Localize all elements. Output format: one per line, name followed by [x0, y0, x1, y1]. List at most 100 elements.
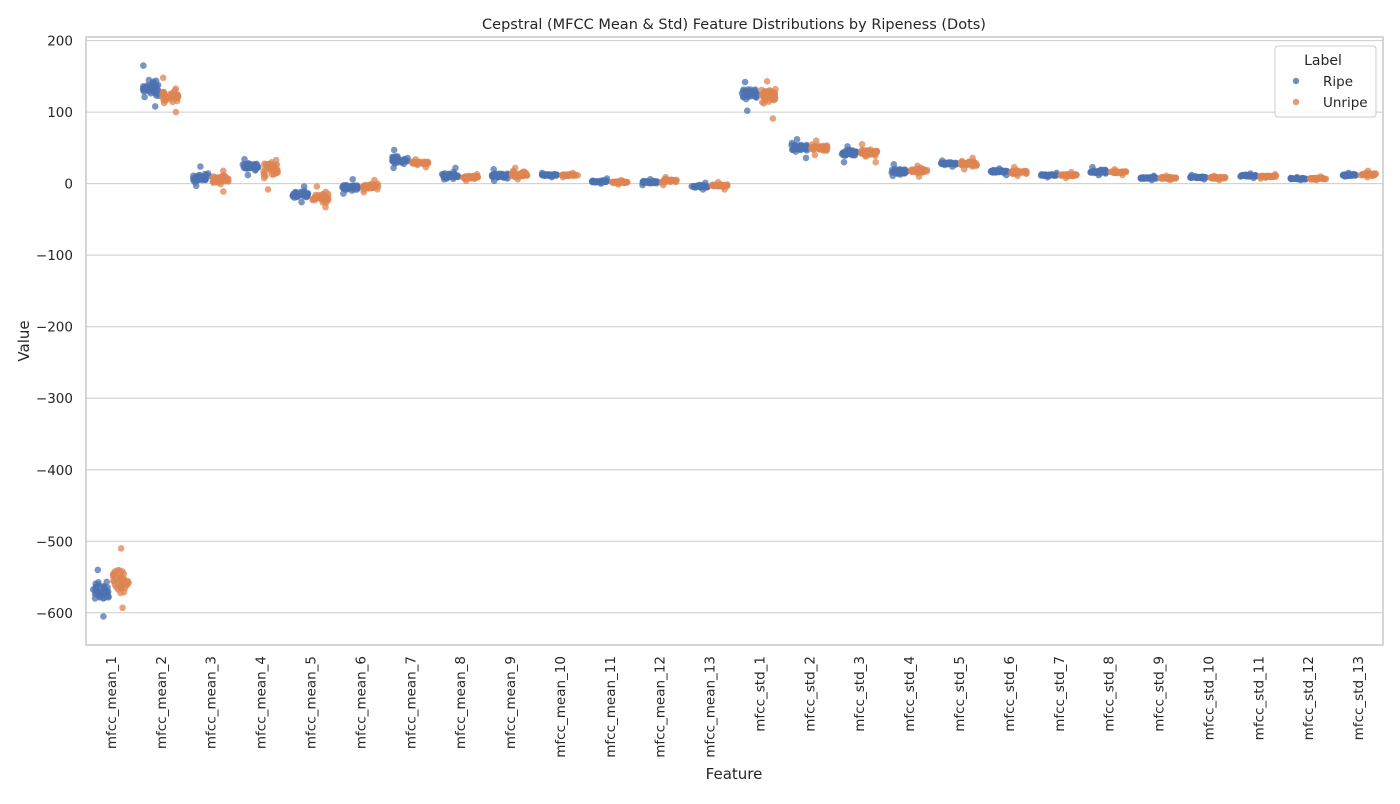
unripe-point	[219, 172, 227, 179]
y-tick-label: −100	[36, 248, 73, 264]
unripe-point	[260, 174, 268, 182]
x-tick-labels: mfcc_mean_1 mfcc_mean_2 mfcc_mean_3 mfcc_me…	[104, 656, 1367, 758]
unripe-point	[872, 158, 879, 166]
ripe-point	[840, 158, 848, 166]
ripe-point	[502, 173, 510, 181]
x-tick-label: mfcc_mean_6	[353, 656, 369, 749]
x-tick-label: mfcc_mean_9	[503, 656, 519, 749]
unripe-point	[119, 604, 126, 612]
unripe-point	[470, 173, 478, 180]
x-tick-label: mfcc_mean_8	[453, 656, 469, 749]
unripe-point	[811, 151, 819, 159]
y-tick-label: 200	[47, 34, 73, 50]
ripe-point	[197, 163, 204, 170]
unripe-point	[1119, 169, 1126, 176]
ripe-point	[840, 152, 848, 159]
unripe-point	[771, 95, 779, 103]
unripe-point	[1067, 171, 1074, 179]
x-tick-label: mfcc_std_5	[952, 656, 968, 732]
ripe-point	[851, 151, 859, 159]
unripe-point	[771, 89, 779, 97]
y-tick-label: −200	[36, 320, 73, 336]
y-tick-label: −600	[36, 606, 73, 622]
unripe-point	[266, 167, 274, 174]
unripe-point	[423, 160, 431, 167]
unripe-point	[172, 108, 180, 116]
plot-area-frame	[85, 36, 1384, 646]
ripe-point	[991, 168, 998, 175]
unripe-point	[858, 150, 865, 157]
ripe-point	[151, 103, 159, 110]
ripe-point	[141, 93, 148, 101]
legend-label-unripe: Unripe	[1323, 95, 1368, 111]
unripe-point	[815, 142, 823, 150]
unripe-point	[416, 159, 423, 167]
ripe-point	[354, 184, 361, 192]
unripe-point	[372, 181, 380, 189]
ripe-point	[145, 76, 153, 84]
unripe-point	[264, 186, 272, 193]
unripe-point	[1307, 175, 1314, 182]
unripe-point	[611, 178, 619, 186]
x-tick-label: mfcc_std_11	[1251, 656, 1267, 740]
unripe-point	[162, 95, 169, 102]
x-tick-label: mfcc_mean_10	[553, 656, 569, 758]
unripe-point	[1023, 170, 1030, 177]
unripe-point	[274, 167, 281, 175]
unripe-point	[710, 182, 717, 190]
unripe-point	[721, 182, 729, 189]
data-points	[89, 62, 1380, 620]
unripe-point	[1272, 173, 1279, 180]
ripe-point	[91, 586, 99, 594]
unripe-point	[621, 178, 628, 186]
unripe-point	[120, 575, 128, 582]
ripe-point	[103, 578, 110, 586]
legend-title: Label	[1304, 53, 1342, 69]
ripe-point	[404, 154, 412, 162]
ripe-point	[94, 566, 102, 574]
unripe-point	[313, 183, 321, 190]
unripe-point	[715, 182, 722, 189]
ripe-point	[100, 613, 107, 620]
x-tick-label: mfcc_std_1	[752, 656, 768, 732]
unripe-point	[117, 545, 125, 552]
legend-label-ripe: Ripe	[1323, 74, 1353, 90]
x-tick-label: mfcc_std_4	[902, 656, 918, 732]
ripe-point	[349, 176, 357, 183]
ripe-point	[289, 192, 297, 199]
ripe-point	[450, 172, 458, 180]
x-tick-label: mfcc_std_12	[1301, 656, 1317, 740]
ripe-point	[139, 86, 147, 93]
ripe-point	[745, 90, 753, 98]
ripe-point	[739, 88, 747, 95]
ripe-point	[1102, 166, 1109, 174]
unripe-point	[1013, 167, 1021, 174]
unripe-point	[919, 169, 926, 176]
ripe-point	[794, 144, 801, 152]
x-tick-label: mfcc_std_6	[1002, 656, 1018, 732]
x-tick-label: mfcc_std_9	[1152, 656, 1168, 732]
x-tick-label: mfcc_std_13	[1351, 656, 1367, 740]
ripe-point	[1146, 174, 1154, 181]
unripe-point	[1363, 170, 1370, 178]
ripe-point	[741, 78, 749, 86]
unripe-point	[509, 167, 517, 175]
unripe-point	[268, 162, 276, 169]
unripe-point	[323, 194, 330, 202]
ripe-point	[150, 86, 157, 93]
unripe-point	[313, 194, 321, 201]
unripe-point	[769, 115, 777, 122]
x-tick-label: mfcc_std_2	[802, 656, 818, 732]
unripe-point	[1072, 171, 1079, 178]
ripe-point	[241, 156, 248, 163]
unripe-point	[1368, 171, 1375, 179]
y-tick-label: −300	[36, 391, 73, 407]
ripe-point	[340, 185, 347, 192]
unripe-point	[221, 178, 229, 185]
unripe-point	[1163, 174, 1171, 182]
ripe-point	[552, 171, 560, 179]
unripe-point	[864, 148, 872, 155]
ripe-point	[298, 198, 305, 206]
ripe-point	[394, 155, 402, 163]
